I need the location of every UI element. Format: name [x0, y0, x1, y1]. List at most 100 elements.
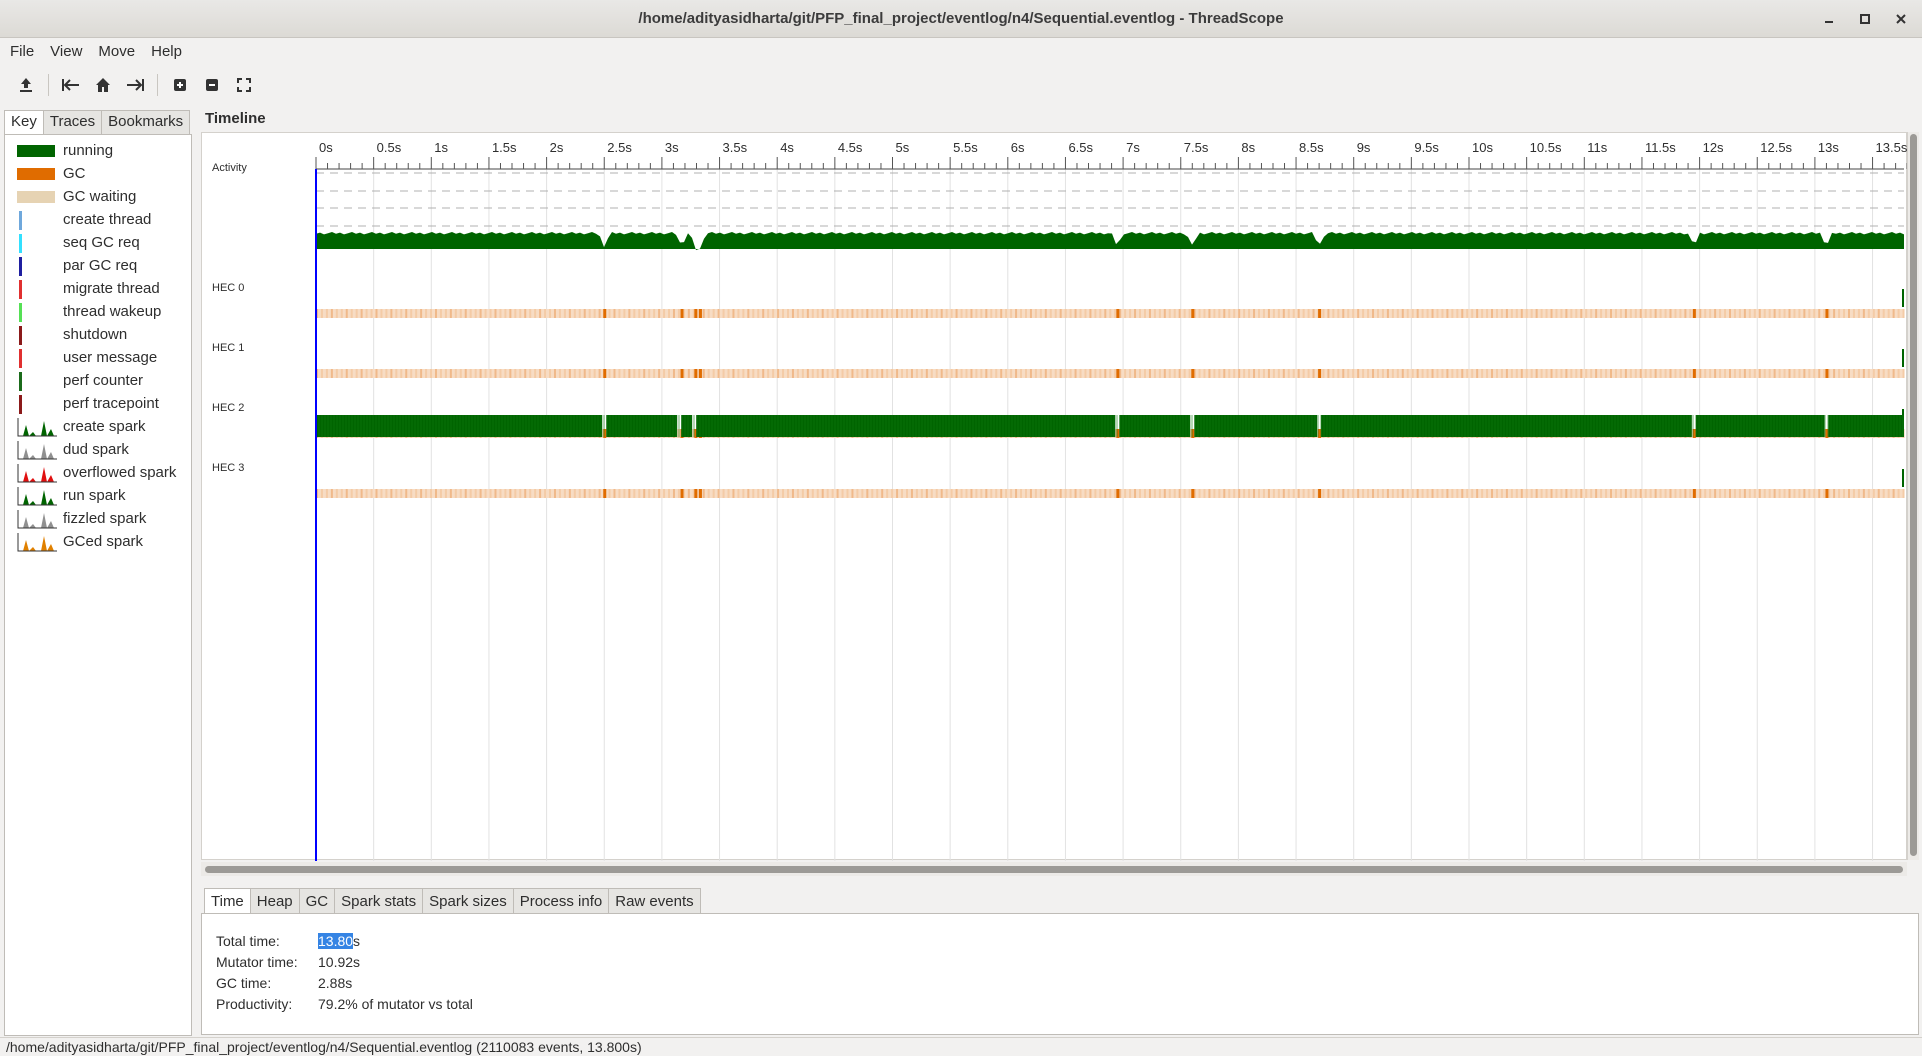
- gc-event: [876, 369, 879, 378]
- gc-time-value[interactable]: 2.88s: [318, 975, 353, 991]
- home-button[interactable]: [87, 70, 119, 100]
- jump-start-button[interactable]: [55, 70, 87, 100]
- tab-gc[interactable]: GC: [298, 888, 336, 914]
- mutator-time-value[interactable]: 10.92s: [318, 954, 361, 970]
- left-tabs: Key Traces Bookmarks: [4, 110, 191, 134]
- menu-file[interactable]: File: [10, 42, 35, 60]
- tab-raw-events[interactable]: Raw events: [608, 888, 701, 914]
- tab-process-info[interactable]: Process info: [512, 888, 610, 914]
- minimize-button[interactable]: [1822, 12, 1836, 26]
- gc-event: [320, 489, 323, 498]
- gc-event: [1084, 369, 1087, 378]
- gc-event: [583, 309, 586, 318]
- gc-event: [1877, 489, 1880, 498]
- gc-event: [1768, 309, 1771, 318]
- gc-event: [1466, 369, 1469, 378]
- gc-event: [1540, 309, 1543, 318]
- tick-label-13s: 13s: [1818, 140, 1839, 155]
- gc-event: [1570, 309, 1573, 318]
- timeline-vertical-scrollbar[interactable]: [1907, 132, 1919, 860]
- gc-event: [1491, 369, 1494, 378]
- tab-key[interactable]: Key: [4, 110, 44, 134]
- gc-major-event: [1191, 429, 1195, 438]
- gc-event: [1049, 489, 1052, 498]
- gc-event: [965, 309, 968, 318]
- gc-event: [767, 489, 770, 498]
- open-button[interactable]: [10, 70, 42, 100]
- gc-event: [1203, 489, 1206, 498]
- gc-event: [1585, 489, 1588, 498]
- gc-event: [1535, 309, 1538, 318]
- gc-event: [1674, 369, 1677, 378]
- key-item-perf-tracepoint: perf tracepoint: [5, 394, 191, 414]
- gc-event: [920, 309, 923, 318]
- key-label: perf tracepoint: [63, 395, 159, 412]
- gc-event: [1426, 309, 1429, 318]
- gc-major-event: [1116, 369, 1120, 378]
- menu-move[interactable]: Move: [98, 42, 136, 60]
- tab-heap[interactable]: Heap: [249, 888, 300, 914]
- gc-event: [444, 369, 447, 378]
- gc-event: [1010, 489, 1013, 498]
- gc-event: [682, 309, 685, 318]
- gc-event: [340, 309, 343, 318]
- gc-event: [1634, 369, 1637, 378]
- gc-event: [658, 489, 661, 498]
- gc-event: [365, 489, 368, 498]
- gc-event: [668, 489, 671, 498]
- gc-event: [1813, 309, 1816, 318]
- total-time-unit[interactable]: s: [353, 933, 361, 949]
- gc-event: [925, 489, 928, 498]
- close-button[interactable]: [1894, 12, 1908, 26]
- gc-event: [509, 369, 512, 378]
- gc-event: [1535, 369, 1538, 378]
- gc-event: [980, 309, 983, 318]
- timeline-view[interactable]: 0s 0.5s 1s 1.5s 2s 2.5s 3s 3.5s 4s 4.5s 5s 5.5s 6s 6.…: [201, 132, 1908, 861]
- productivity-value[interactable]: 79.2% of mutator vs total: [318, 996, 473, 1012]
- vertical-scroll-thumb[interactable]: [1910, 134, 1917, 856]
- gc-event: [1446, 309, 1449, 318]
- gc-event: [1322, 309, 1325, 318]
- gc-event: [1129, 309, 1132, 318]
- gc-event: [782, 489, 785, 498]
- jump-end-button[interactable]: [119, 70, 151, 100]
- gc-event: [1099, 309, 1102, 318]
- horizontal-scroll-thumb[interactable]: [205, 866, 1903, 873]
- gc-event: [1000, 369, 1003, 378]
- gc-event: [1376, 369, 1379, 378]
- gc-event: [1763, 309, 1766, 318]
- gc-event: [320, 369, 323, 378]
- gc-event: [672, 489, 675, 498]
- gc-event: [668, 369, 671, 378]
- total-time-value-selected[interactable]: 13.80: [318, 933, 354, 949]
- gc-event: [1208, 369, 1211, 378]
- gc-major-event: [1692, 309, 1696, 318]
- gc-event: [1376, 309, 1379, 318]
- gc-event: [697, 369, 700, 378]
- tab-spark-sizes[interactable]: Spark sizes: [422, 888, 514, 914]
- menu-view[interactable]: View: [50, 42, 83, 60]
- gc-event: [1352, 369, 1355, 378]
- timeline-horizontal-scrollbar[interactable]: [201, 862, 1907, 876]
- menu-help[interactable]: Help: [151, 42, 182, 60]
- tab-time[interactable]: Time: [204, 888, 251, 914]
- gc-event: [682, 489, 685, 498]
- gc-event: [727, 309, 730, 318]
- gc-event: [1064, 489, 1067, 498]
- gc-event: [1436, 489, 1439, 498]
- zoom-out-button[interactable]: [196, 70, 228, 100]
- gc-event: [648, 309, 651, 318]
- gc-major-event: [680, 369, 684, 378]
- maximize-button[interactable]: [1858, 12, 1872, 26]
- tab-traces[interactable]: Traces: [42, 110, 103, 134]
- tab-spark-stats[interactable]: Spark stats: [334, 888, 424, 914]
- gc-event: [1223, 309, 1226, 318]
- tick-label-8.5s: 8.5s: [1299, 140, 1324, 155]
- gc-event: [1253, 489, 1256, 498]
- zoom-in-button[interactable]: [164, 70, 196, 100]
- tab-bookmarks[interactable]: Bookmarks: [101, 110, 191, 134]
- gc-event: [1823, 489, 1826, 498]
- zoom-fit-button[interactable]: [228, 70, 260, 100]
- gc-event: [529, 369, 532, 378]
- gc-event: [866, 489, 869, 498]
